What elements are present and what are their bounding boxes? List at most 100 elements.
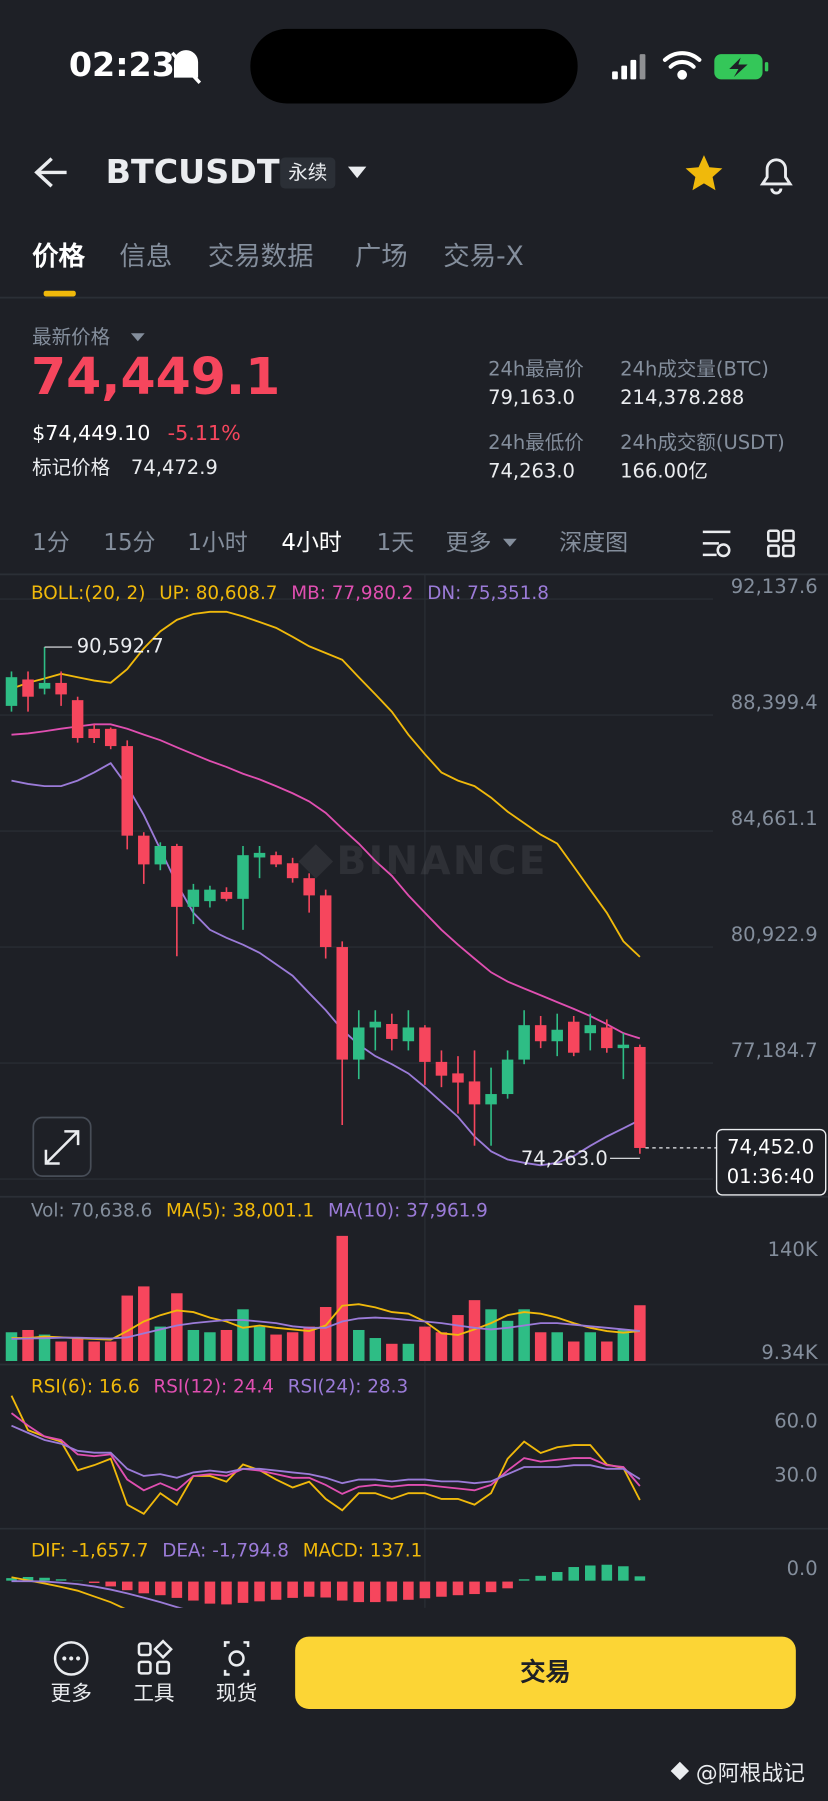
volume-bar xyxy=(71,1338,84,1362)
candle-body xyxy=(138,835,150,865)
macd-bar xyxy=(352,1580,365,1604)
candle-body xyxy=(286,863,299,879)
fullscreen-button[interactable] xyxy=(32,1116,92,1177)
volume-bar xyxy=(121,1295,133,1362)
annotation-label: 90,592.7 xyxy=(77,635,164,658)
tools-icon[interactable] xyxy=(137,1639,173,1675)
stat-label: 24h成交量(BTC) xyxy=(620,357,769,380)
candle-body xyxy=(187,889,200,907)
macd-bar xyxy=(253,1580,266,1603)
trade-button-label[interactable]: 交易 xyxy=(520,1657,571,1686)
interval[interactable]: 1分 xyxy=(32,530,70,556)
candle-body xyxy=(386,1024,398,1039)
stat-value: 166.00亿 xyxy=(620,460,708,483)
macd-bar xyxy=(319,1580,332,1599)
dropdown[interactable] xyxy=(130,333,145,342)
volume-bar xyxy=(518,1309,530,1362)
volume-bar xyxy=(38,1334,51,1362)
macd-bar xyxy=(336,1580,349,1602)
tab[interactable]: 广场 xyxy=(355,241,408,272)
indicator-line xyxy=(11,1580,184,1608)
spot-icon[interactable] xyxy=(223,1641,250,1676)
contract-type: 永续 xyxy=(288,161,327,184)
panel xyxy=(10,1395,641,1516)
candle-body xyxy=(121,746,133,836)
y-tick-label: 30.0 xyxy=(774,1463,817,1486)
macd-bar xyxy=(236,1580,250,1604)
legend-entry: MACD: 137.1 xyxy=(303,1541,423,1562)
last-price: 74,449.1 xyxy=(31,347,280,406)
indicator-settings[interactable] xyxy=(702,530,731,558)
layout-button[interactable] xyxy=(767,529,795,558)
candle-body xyxy=(634,1046,646,1148)
trade-button[interactable] xyxy=(295,1636,796,1709)
more-icon[interactable] xyxy=(53,1641,89,1676)
volume-bar xyxy=(5,1332,18,1362)
y-tick-label: 88,399.4 xyxy=(731,691,818,714)
toolbar-label[interactable]: 工具 xyxy=(133,1681,174,1705)
volume-bar xyxy=(485,1309,497,1362)
candle-body xyxy=(204,889,216,902)
legend-entry: DEA: -1,794.8 xyxy=(162,1541,289,1562)
macd-bar xyxy=(435,1580,448,1598)
usd-price: $74,449.10 xyxy=(32,421,150,445)
y-tick-label: 140K xyxy=(768,1238,819,1261)
stat-label: 24h最低价 xyxy=(488,431,584,454)
wifi-icon xyxy=(662,51,702,80)
candle-body xyxy=(617,1044,630,1049)
interval[interactable]: 15分 xyxy=(103,530,155,556)
volume-bar xyxy=(253,1326,266,1362)
macd-bar xyxy=(302,1580,316,1598)
toolbar-label[interactable]: 更多 xyxy=(51,1681,92,1705)
interval[interactable]: 更多 xyxy=(446,530,492,556)
volume-bar xyxy=(584,1332,597,1362)
alert-bell[interactable] xyxy=(759,158,793,195)
volume-bar xyxy=(22,1329,34,1362)
macd-bar xyxy=(137,1580,150,1595)
charts: 92,137.6 88,399.4 84,661.1 80,922.9 77,184.7… xyxy=(0,575,819,1608)
candle-body xyxy=(88,728,100,739)
watermark: @阿根战记 xyxy=(696,1761,805,1786)
annotation-label: 74,263.0 xyxy=(521,1147,608,1170)
panel xyxy=(0,598,714,1180)
countdown: 01:36:40 xyxy=(727,1165,815,1188)
macd-bar xyxy=(286,1580,299,1599)
tab[interactable]: 交易-X xyxy=(443,241,523,272)
interval[interactable]: 1天 xyxy=(377,530,415,556)
candle-body xyxy=(303,878,315,896)
candle-body xyxy=(551,1029,563,1042)
volume-bar xyxy=(534,1332,547,1362)
y-tick-label: 9.34K xyxy=(761,1341,818,1364)
volume-bar xyxy=(204,1332,216,1362)
back-button[interactable] xyxy=(34,157,67,188)
volume-bar xyxy=(402,1343,415,1362)
symbol-dropdown[interactable] xyxy=(347,166,367,179)
volume-bar xyxy=(551,1332,563,1362)
volume-bar xyxy=(154,1326,167,1362)
candle-body xyxy=(468,1081,481,1105)
favorite-star[interactable] xyxy=(685,155,723,191)
interval[interactable]: 4小时 xyxy=(281,530,342,556)
watermark-logo: BINANCE xyxy=(337,839,548,884)
symbol[interactable]: BTCUSDT xyxy=(106,152,280,191)
volume-bar xyxy=(171,1293,183,1362)
candle-body xyxy=(55,682,67,695)
legend-entry: DIF: -1,657.7 xyxy=(31,1541,148,1562)
indicator-line xyxy=(11,723,641,1040)
volume-bar xyxy=(468,1300,481,1362)
tab[interactable]: 信息 xyxy=(119,241,172,272)
volume-bar xyxy=(187,1329,200,1362)
toolbar-label[interactable]: 现货 xyxy=(216,1681,257,1705)
depth-chart[interactable]: 深度图 xyxy=(559,530,628,556)
interval[interactable]: 1小时 xyxy=(187,530,248,556)
candle-body xyxy=(22,679,34,697)
mark-price: 74,472.9 xyxy=(131,456,218,479)
tab[interactable]: 价格 xyxy=(32,241,85,272)
legend-entry: RSI(6): 16.6 xyxy=(31,1376,140,1397)
macd-bar xyxy=(154,1580,167,1597)
legend-entry: BOLL:(20, 2) xyxy=(31,583,145,604)
tab[interactable]: 交易数据 xyxy=(208,241,314,272)
macd-bar xyxy=(534,1574,547,1582)
macd-bar xyxy=(87,1580,101,1584)
